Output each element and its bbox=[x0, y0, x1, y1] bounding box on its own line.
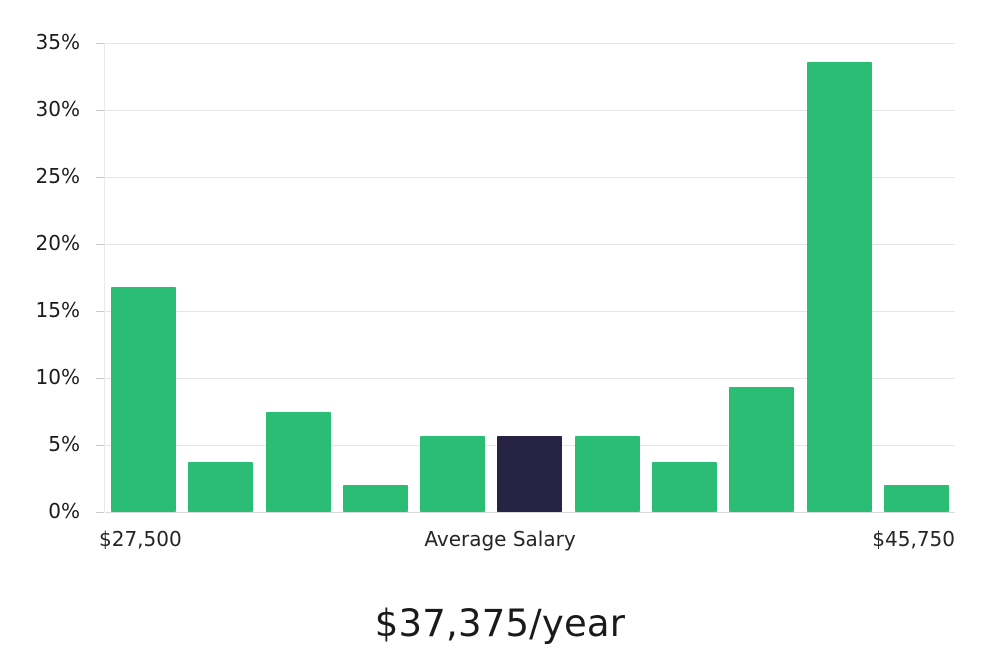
y-axis-tick bbox=[96, 311, 104, 312]
y-axis-spine bbox=[104, 43, 105, 512]
x-axis-label-max: $45,750 bbox=[872, 527, 955, 551]
gridline bbox=[105, 177, 955, 178]
bar[interactable] bbox=[420, 436, 485, 512]
bar-highlighted[interactable] bbox=[497, 436, 562, 512]
y-axis-tick-label: 25% bbox=[35, 164, 80, 188]
y-axis-tick bbox=[96, 445, 104, 446]
plot-area bbox=[105, 43, 955, 512]
average-salary-caption: $37,375/year bbox=[374, 602, 626, 645]
y-axis-tick-label: 15% bbox=[35, 298, 80, 322]
bar[interactable] bbox=[729, 387, 794, 512]
bar[interactable] bbox=[266, 412, 331, 512]
y-axis-tick bbox=[96, 512, 104, 513]
gridline bbox=[105, 311, 955, 312]
x-axis-label-min: $27,500 bbox=[99, 527, 182, 551]
y-axis-tick-label: 30% bbox=[35, 97, 80, 121]
gridline bbox=[105, 512, 955, 513]
y-axis-tick bbox=[96, 177, 104, 178]
y-axis-tick bbox=[96, 244, 104, 245]
y-axis-tick-label: 0% bbox=[48, 499, 80, 523]
gridline bbox=[105, 378, 955, 379]
bar[interactable] bbox=[652, 462, 717, 512]
bar[interactable] bbox=[343, 485, 408, 512]
bar[interactable] bbox=[807, 62, 872, 512]
bar[interactable] bbox=[575, 436, 640, 512]
x-axis-labels: $27,500 Average Salary $45,750 bbox=[0, 527, 1000, 561]
gridline bbox=[105, 244, 955, 245]
y-axis-tick bbox=[96, 378, 104, 379]
bar[interactable] bbox=[111, 287, 176, 512]
y-axis-labels: 0% 5% 10% 15% 20% 25% 30% 35% bbox=[0, 0, 92, 660]
y-axis-tick-label: 10% bbox=[35, 365, 80, 389]
y-axis-tick bbox=[96, 110, 104, 111]
y-axis-tick-label: 5% bbox=[48, 432, 80, 456]
y-axis-tick bbox=[96, 43, 104, 44]
gridline bbox=[105, 43, 955, 44]
x-axis-label-title: Average Salary bbox=[424, 527, 576, 551]
y-axis-tick-label: 35% bbox=[35, 30, 80, 54]
y-axis-tick-label: 20% bbox=[35, 231, 80, 255]
gridline bbox=[105, 110, 955, 111]
bar[interactable] bbox=[188, 462, 253, 512]
bar[interactable] bbox=[884, 485, 949, 512]
